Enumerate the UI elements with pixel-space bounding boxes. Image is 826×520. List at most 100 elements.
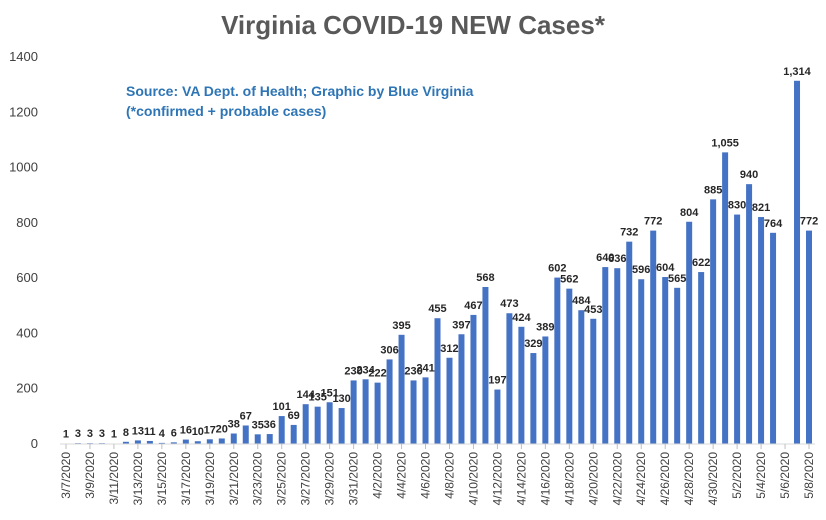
x-tick-label: 5/2/2020 (730, 452, 744, 499)
data-label: 234 (356, 364, 375, 376)
bar (254, 434, 261, 444)
data-label: 144 (296, 389, 315, 401)
bar (518, 326, 525, 444)
bar (194, 441, 201, 444)
bar (134, 440, 141, 444)
data-label: 821 (752, 202, 770, 214)
y-tick-label: 1400 (9, 49, 38, 64)
data-label: 17 (204, 424, 216, 436)
data-label: 222 (368, 368, 386, 380)
bar (746, 184, 753, 444)
data-label: 1 (111, 429, 117, 441)
data-label: 329 (524, 338, 542, 350)
data-label: 804 (680, 207, 699, 219)
x-tick-label: 4/12/2020 (490, 452, 504, 506)
data-label: 69 (288, 410, 300, 422)
data-label: 1,314 (783, 66, 811, 78)
bar (734, 214, 741, 444)
data-label: 135 (308, 392, 326, 404)
y-tick-label: 400 (16, 325, 38, 340)
data-label: 10 (192, 426, 204, 438)
x-tick-label: 3/17/2020 (179, 452, 193, 506)
x-tick-label: 4/16/2020 (538, 452, 552, 506)
x-tick-label: 3/31/2020 (347, 452, 361, 506)
data-label: 6 (171, 427, 177, 439)
bar (686, 221, 693, 444)
bar (602, 267, 609, 444)
x-tick-label: 4/20/2020 (586, 452, 600, 506)
y-tick-label: 800 (16, 215, 38, 230)
data-label: 397 (452, 319, 470, 331)
bar (374, 382, 381, 444)
x-tick-label: 3/25/2020 (275, 452, 289, 506)
y-tick-label: 1000 (9, 160, 38, 175)
y-tick-label: 1200 (9, 104, 38, 119)
bar (470, 314, 477, 444)
data-label: 230 (344, 365, 362, 377)
bar (182, 439, 189, 444)
data-label: 16 (180, 425, 192, 437)
x-tick-label: 4/14/2020 (514, 452, 528, 506)
x-tick-label: 4/4/2020 (395, 452, 409, 499)
data-label: 1,055 (711, 137, 739, 149)
data-label: 602 (548, 263, 566, 275)
x-tick-label: 4/26/2020 (658, 452, 672, 506)
bar (554, 277, 561, 444)
x-tick-label: 3/27/2020 (299, 452, 313, 506)
bar (578, 310, 585, 444)
x-tick-label: 4/8/2020 (442, 452, 456, 499)
data-label: 604 (656, 262, 675, 274)
bar (626, 241, 633, 444)
bar (398, 334, 405, 444)
x-tick-label: 3/19/2020 (203, 452, 217, 506)
y-axis: 0 200 400 600 800 1000 1200 1400 (9, 49, 38, 451)
bar (614, 268, 621, 444)
bar (722, 152, 729, 444)
bar (218, 438, 225, 444)
data-label: 230 (404, 365, 422, 377)
bar (422, 377, 429, 444)
data-label: 101 (273, 401, 291, 413)
x-tick-label: 3/21/2020 (227, 452, 241, 506)
x-tick-label: 5/4/2020 (754, 452, 768, 499)
x-tick-label: 4/28/2020 (682, 452, 696, 506)
bar (806, 230, 813, 444)
bar (698, 272, 705, 444)
x-tick-label: 4/22/2020 (610, 452, 624, 506)
data-label: 455 (428, 303, 446, 315)
bar (482, 286, 489, 444)
x-tick-label: 3/13/2020 (131, 452, 145, 506)
bar (494, 389, 501, 444)
data-label: 35 (252, 419, 264, 431)
x-tick-label: 5/6/2020 (778, 452, 792, 499)
x-tick-label: 4/10/2020 (466, 452, 480, 506)
bar (446, 357, 453, 444)
data-label: 467 (464, 300, 482, 312)
bar (410, 380, 417, 444)
bar (794, 80, 801, 444)
data-label: 453 (584, 304, 602, 316)
data-label: 764 (764, 218, 783, 230)
bar (122, 441, 129, 444)
bar (434, 318, 441, 444)
bar (206, 439, 213, 444)
bar (314, 406, 321, 444)
data-label: 38 (228, 418, 240, 430)
bar (710, 199, 717, 444)
bar (758, 217, 765, 444)
source-line: Source: VA Dept. of Health; Graphic by B… (126, 83, 474, 99)
bar (674, 287, 681, 444)
bar (146, 440, 153, 444)
bars (62, 80, 813, 445)
bar (458, 334, 465, 444)
bar (542, 336, 549, 444)
data-label: 395 (392, 320, 410, 332)
bar (590, 318, 597, 444)
data-label: 36 (264, 419, 276, 431)
bar (170, 442, 177, 444)
bar (506, 313, 513, 444)
data-label: 830 (728, 200, 746, 212)
data-label: 772 (800, 216, 818, 228)
bar (530, 353, 537, 444)
data-label: 20 (216, 423, 228, 435)
